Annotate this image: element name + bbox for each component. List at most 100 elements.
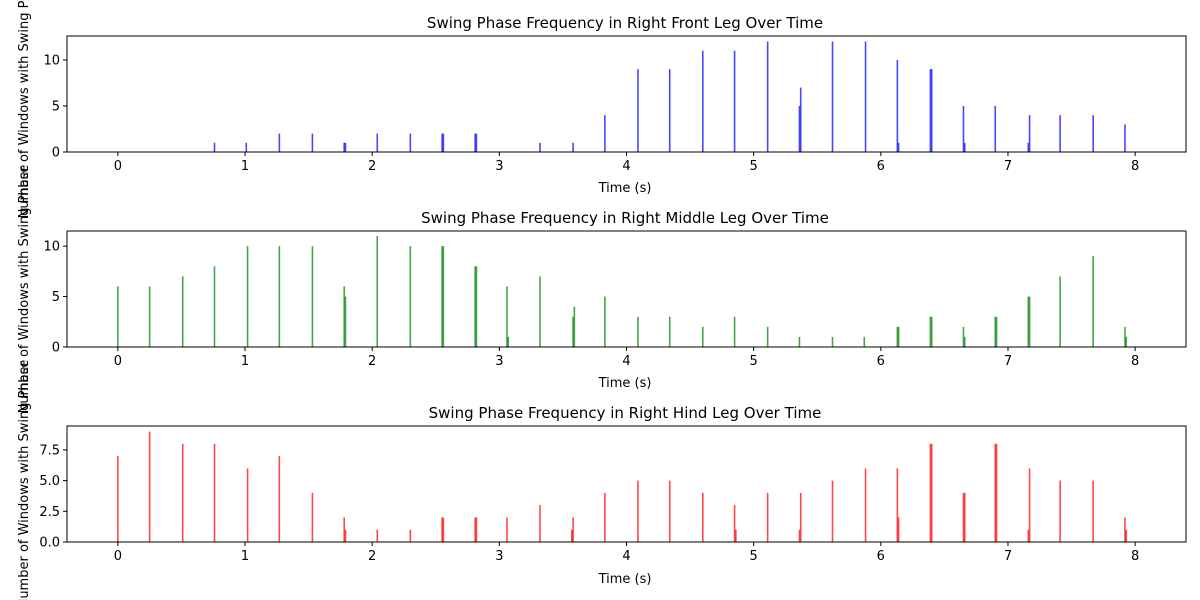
x-tick-label: 8 <box>1131 354 1139 369</box>
bar <box>994 105 997 152</box>
chart-title: Swing Phase Frequency in Right Front Leg… <box>427 14 823 32</box>
bar <box>409 133 412 152</box>
bar <box>929 443 932 542</box>
bar <box>930 69 933 152</box>
bar <box>702 492 704 542</box>
bar <box>1028 296 1031 347</box>
bar <box>930 443 933 542</box>
x-tick-label: 4 <box>622 549 630 564</box>
bar <box>668 69 671 152</box>
y-tick-label: 0.0 <box>39 536 60 551</box>
bar <box>442 133 445 152</box>
bar <box>896 59 899 152</box>
bar <box>798 336 801 347</box>
bar <box>1092 480 1094 542</box>
bar <box>1124 124 1126 152</box>
bar <box>702 326 704 347</box>
x-tick-label: 5 <box>750 354 758 369</box>
bar <box>897 517 900 542</box>
bar <box>539 505 541 542</box>
bar <box>798 529 801 542</box>
x-tick-label: 0 <box>114 549 122 564</box>
y-tick-label: 0 <box>52 146 60 161</box>
x-axis-label: Time (s) <box>598 181 652 196</box>
y-tick-label: 7.5 <box>39 443 60 458</box>
bar <box>962 326 965 347</box>
bar <box>278 456 281 542</box>
bar <box>442 517 445 542</box>
bar <box>571 529 573 542</box>
x-tick-label: 8 <box>1131 159 1139 174</box>
y-tick-label: 5 <box>52 290 60 305</box>
bar <box>929 316 932 347</box>
bar <box>1059 480 1061 542</box>
bar <box>896 326 899 347</box>
bar <box>994 316 997 347</box>
x-tick-label: 4 <box>622 159 630 174</box>
bar <box>475 133 478 152</box>
bar <box>962 492 965 542</box>
x-tick-label: 3 <box>495 159 503 174</box>
plot-frame <box>66 425 1187 543</box>
bar <box>344 142 347 152</box>
bar <box>278 133 281 152</box>
bar <box>181 276 184 347</box>
bar <box>474 266 476 347</box>
y-tick-label: 2.5 <box>39 505 60 520</box>
bar <box>507 336 510 347</box>
bar <box>376 236 379 347</box>
x-tick-label: 0 <box>114 354 122 369</box>
bar <box>343 142 346 152</box>
subplot-front-leg: Swing Phase Frequency in Right Front Leg… <box>17 0 1187 218</box>
bar <box>311 133 314 152</box>
bar <box>181 443 184 542</box>
bar <box>668 480 671 542</box>
bar <box>539 276 541 347</box>
x-tick-label: 1 <box>241 354 249 369</box>
bar <box>1059 115 1061 152</box>
x-tick-label: 1 <box>241 159 249 174</box>
bar <box>897 326 900 347</box>
bars <box>117 431 1128 542</box>
bar <box>897 142 900 152</box>
bar <box>963 142 966 152</box>
bar <box>1027 296 1030 347</box>
bar <box>766 326 769 347</box>
bar <box>441 246 443 347</box>
subplot-hind-leg: Swing Phase Frequency in Right Hind Leg … <box>17 360 1187 600</box>
bar <box>441 133 443 152</box>
bar <box>702 50 704 153</box>
bar <box>637 316 639 347</box>
x-tick-label: 1 <box>241 549 249 564</box>
bar <box>117 456 119 542</box>
x-tick-label: 5 <box>750 159 758 174</box>
bar <box>831 480 834 542</box>
x-tick-label: 2 <box>368 549 376 564</box>
bar <box>246 468 249 542</box>
bar <box>475 517 478 542</box>
bar <box>604 296 606 347</box>
bar <box>311 492 314 542</box>
x-tick-label: 6 <box>877 549 885 564</box>
bar <box>213 142 216 152</box>
bar <box>409 529 412 542</box>
x-tick-label: 8 <box>1131 549 1139 564</box>
x-tick-label: 3 <box>495 354 503 369</box>
bar <box>668 316 671 347</box>
bars <box>117 236 1128 347</box>
y-tick-label: 10 <box>43 240 60 255</box>
bar <box>930 316 933 347</box>
bar <box>798 105 801 152</box>
bar <box>376 529 379 542</box>
bar <box>311 246 314 347</box>
bar <box>733 505 736 542</box>
bar <box>148 431 151 542</box>
x-tick-label: 0 <box>114 159 122 174</box>
bar <box>1028 115 1031 152</box>
plot-frame <box>66 35 1187 153</box>
bar <box>995 316 998 347</box>
bar <box>213 266 216 347</box>
bar <box>962 105 965 152</box>
bar <box>799 492 802 542</box>
bar <box>506 286 508 347</box>
